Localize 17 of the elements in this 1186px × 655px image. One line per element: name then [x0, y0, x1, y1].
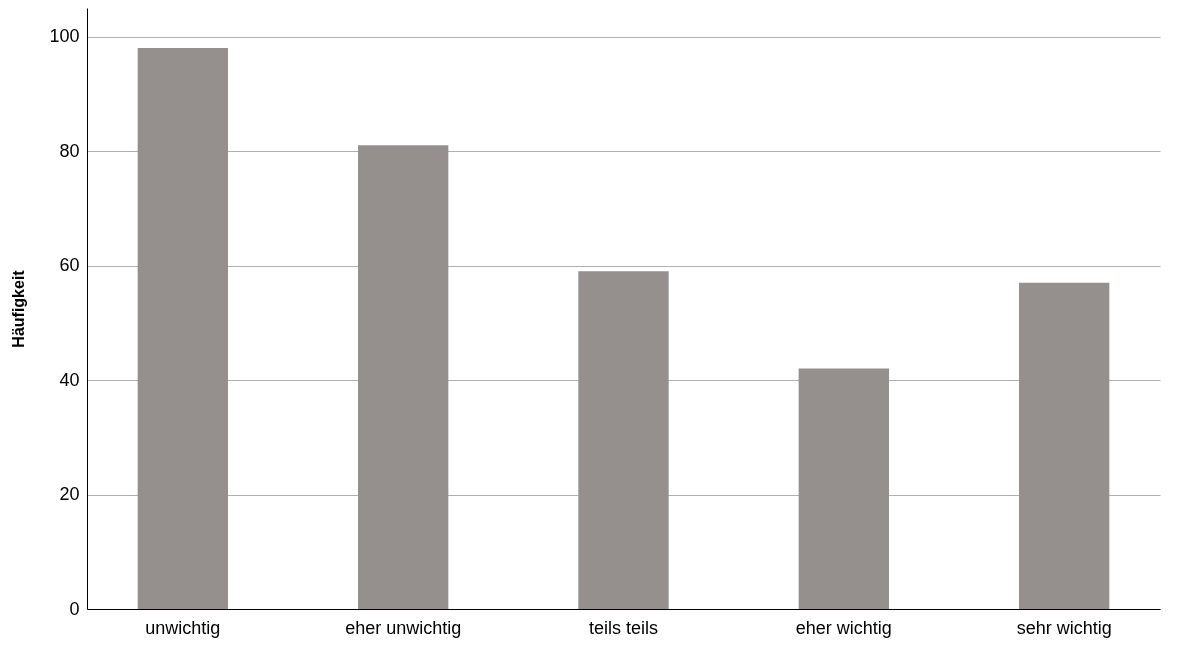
- bar: [1018, 282, 1110, 609]
- y-tick-label: 80: [59, 140, 80, 161]
- x-tick-label: sehr wichtig: [1016, 617, 1112, 638]
- y-tick-label: 0: [69, 598, 80, 619]
- bar: [798, 368, 889, 609]
- bar: [578, 271, 669, 609]
- bar: [358, 145, 449, 609]
- y-tick-label: 40: [59, 369, 80, 390]
- x-tick-label: teils teils: [588, 617, 659, 638]
- y-axis-title: Häufigkeit: [10, 269, 28, 348]
- y-tick-label: 20: [59, 484, 80, 505]
- y-tick-label: 100: [49, 26, 80, 47]
- y-tick-label: 60: [59, 255, 80, 276]
- x-tick-label: eher unwichtig: [345, 617, 462, 638]
- x-tick-label: unwichtig: [145, 617, 221, 638]
- bar: [137, 48, 229, 609]
- x-tick-label: eher wichtig: [795, 617, 892, 638]
